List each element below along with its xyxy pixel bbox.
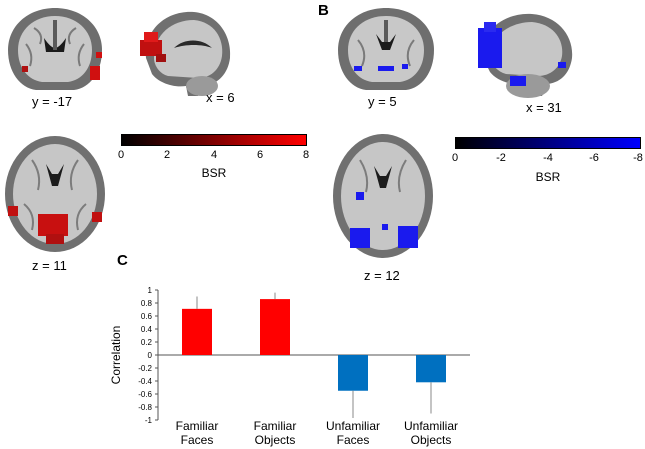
brain-sagittal-slice-a [132,2,234,102]
colorbar-a-tick: 0 [117,149,125,161]
category-label: Objects [255,433,296,447]
y-tick-label: 0.6 [141,312,153,321]
category-label: Objects [411,433,452,447]
slice-label-y-a: y = -17 [32,94,73,109]
brain-axial-slice-a [2,134,108,256]
bar [338,355,368,391]
y-tick-label: -1 [145,416,153,425]
y-tick-label: 1 [148,286,153,295]
category-label: Familiar [254,419,297,433]
panel-label-b: B [318,2,329,19]
y-tick-label: -0.8 [138,403,152,412]
category-label: Familiar [176,419,219,433]
brain-coronal-slice-a [4,4,106,92]
colorbar-b-tick: -4 [543,152,553,164]
colorbar-b-tick: -6 [589,152,599,164]
panel-label-c: C [117,252,128,269]
y-tick-label: -0.6 [138,390,152,399]
colorbar-a-tick: 4 [210,149,218,161]
colorbar-a-tick: 6 [256,149,264,161]
brain-axial-slice-b [330,132,436,264]
correlation-bar-chart: -1 -0.8 -0.6 -0.4 -0.2 0 0.2 0.4 0.6 0.8 1 Correlat… [109,286,470,447]
y-tick-label: -0.4 [138,377,152,386]
bar [260,299,290,355]
colorbar-b-title: BSR [535,170,561,184]
colorbar-b-tick: -2 [496,152,506,164]
category-label: Faces [337,433,370,447]
y-tick-label: -0.2 [138,364,152,373]
y-tick-label: 0.8 [141,299,153,308]
colorbar-b [455,137,641,149]
y-tick-label: 0.2 [141,338,153,347]
colorbar-b-tick: -8 [633,152,643,164]
brain-coronal-slice-b [334,4,438,92]
category-label: Unfamiliar [404,419,458,433]
slice-label-z-b: z = 12 [364,268,400,283]
slice-label-x-a: x = 6 [206,90,235,105]
slice-label-z-a: z = 11 [32,258,67,273]
brain-sagittal-slice-b [470,6,578,102]
category-label: Unfamiliar [326,419,380,433]
slice-label-x-b: x = 31 [526,100,562,115]
y-tick-label: 0.4 [141,325,153,334]
colorbar-a-title: BSR [201,166,227,180]
bar [182,308,212,355]
colorbar-a-tick: 8 [302,149,310,161]
y-axis-label: Correlation [109,326,123,385]
bar [416,355,446,383]
y-tick-label: 0 [148,351,153,360]
category-label: Faces [181,433,214,447]
slice-label-y-b: y = 5 [368,94,397,109]
colorbar-b-tick: 0 [451,152,459,164]
colorbar-a-tick: 2 [163,149,171,161]
colorbar-a [121,134,307,146]
